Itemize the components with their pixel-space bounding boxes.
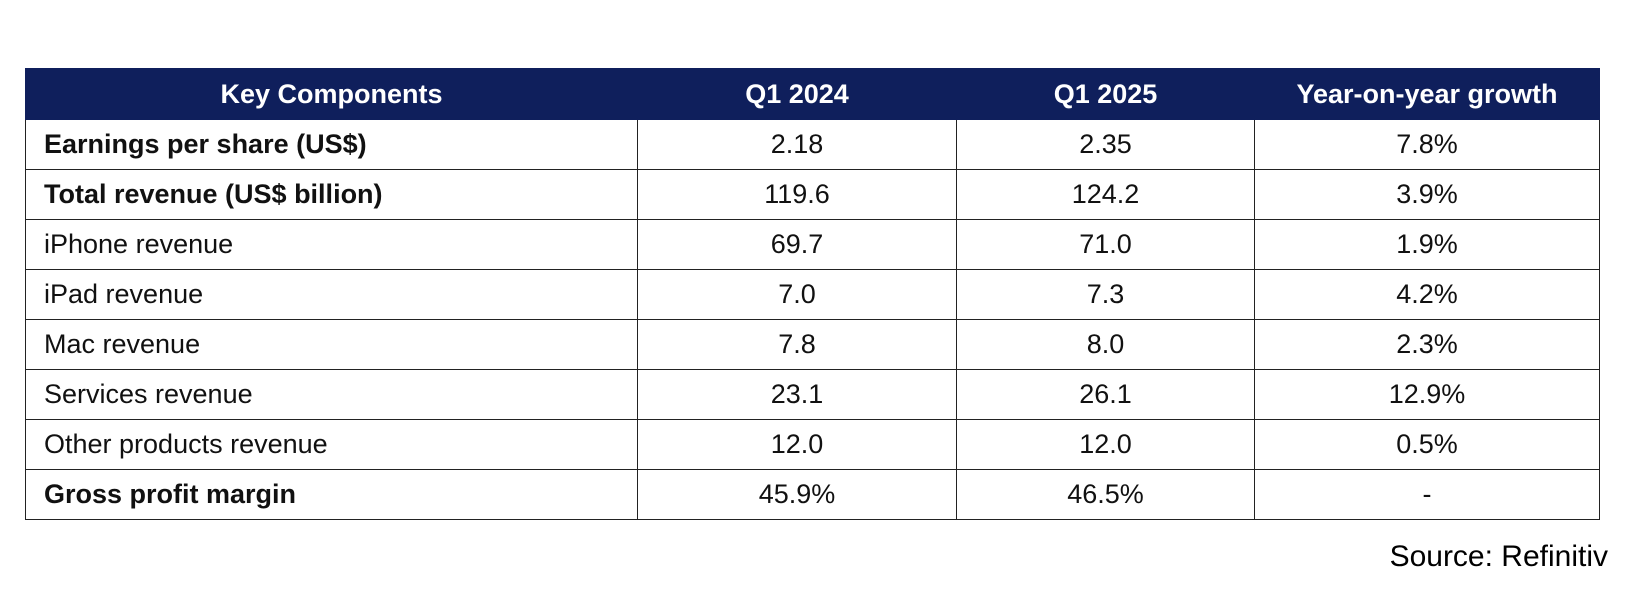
table-cell: 4.2% xyxy=(1254,269,1600,320)
table-cell: 71.0 xyxy=(956,219,1255,270)
column-header: Q1 2024 xyxy=(637,68,957,120)
table-row: Other products revenue 12.0 12.0 0.5% xyxy=(25,419,1600,470)
row-label: Services revenue xyxy=(25,369,638,420)
table-header-row: Key Components Q1 2024 Q1 2025 Year-on-y… xyxy=(25,68,1600,120)
row-label: Gross profit margin xyxy=(25,469,638,520)
table-cell: 7.0 xyxy=(637,269,957,320)
table-cell: 45.9% xyxy=(637,469,957,520)
source-note: Source: Refinitiv xyxy=(1389,540,1608,573)
financial-table-container: Key Components Q1 2024 Q1 2025 Year-on-y… xyxy=(25,68,1600,520)
row-label: iPad revenue xyxy=(25,269,638,320)
table-cell: - xyxy=(1254,469,1600,520)
column-header: Q1 2025 xyxy=(956,68,1255,120)
financial-table: Key Components Q1 2024 Q1 2025 Year-on-y… xyxy=(25,68,1600,520)
table-cell: 1.9% xyxy=(1254,219,1600,270)
row-label: Other products revenue xyxy=(25,419,638,470)
column-header: Year-on-year growth xyxy=(1254,68,1600,120)
table-cell: 12.0 xyxy=(956,419,1255,470)
table-body: Earnings per share (US$) 2.18 2.35 7.8% Tota… xyxy=(25,119,1600,520)
table-cell: 7.8 xyxy=(637,319,957,370)
table-row: iPhone revenue 69.7 71.0 1.9% xyxy=(25,219,1600,270)
table-cell: 124.2 xyxy=(956,169,1255,220)
table-cell: 7.3 xyxy=(956,269,1255,320)
table-cell: 46.5% xyxy=(956,469,1255,520)
table-row: Services revenue 23.1 26.1 12.9% xyxy=(25,369,1600,420)
table-cell: 26.1 xyxy=(956,369,1255,420)
table-cell: 23.1 xyxy=(637,369,957,420)
table-cell: 8.0 xyxy=(956,319,1255,370)
table-cell: 2.3% xyxy=(1254,319,1600,370)
row-label: Total revenue (US$ billion) xyxy=(25,169,638,220)
table-cell: 2.35 xyxy=(956,119,1255,170)
table-cell: 7.8% xyxy=(1254,119,1600,170)
column-header: Key Components xyxy=(25,68,638,120)
table-row: Total revenue (US$ billion) 119.6 124.2 3.9… xyxy=(25,169,1600,220)
table-row: Gross profit margin 45.9% 46.5% - xyxy=(25,469,1600,520)
row-label: Mac revenue xyxy=(25,319,638,370)
table-cell: 12.0 xyxy=(637,419,957,470)
row-label: iPhone revenue xyxy=(25,219,638,270)
table-cell: 12.9% xyxy=(1254,369,1600,420)
table-cell: 0.5% xyxy=(1254,419,1600,470)
table-row: Mac revenue 7.8 8.0 2.3% xyxy=(25,319,1600,370)
table-cell: 3.9% xyxy=(1254,169,1600,220)
table-row: Earnings per share (US$) 2.18 2.35 7.8% xyxy=(25,119,1600,170)
table-row: iPad revenue 7.0 7.3 4.2% xyxy=(25,269,1600,320)
table-cell: 119.6 xyxy=(637,169,957,220)
row-label: Earnings per share (US$) xyxy=(25,119,638,170)
table-cell: 2.18 xyxy=(637,119,957,170)
table-cell: 69.7 xyxy=(637,219,957,270)
